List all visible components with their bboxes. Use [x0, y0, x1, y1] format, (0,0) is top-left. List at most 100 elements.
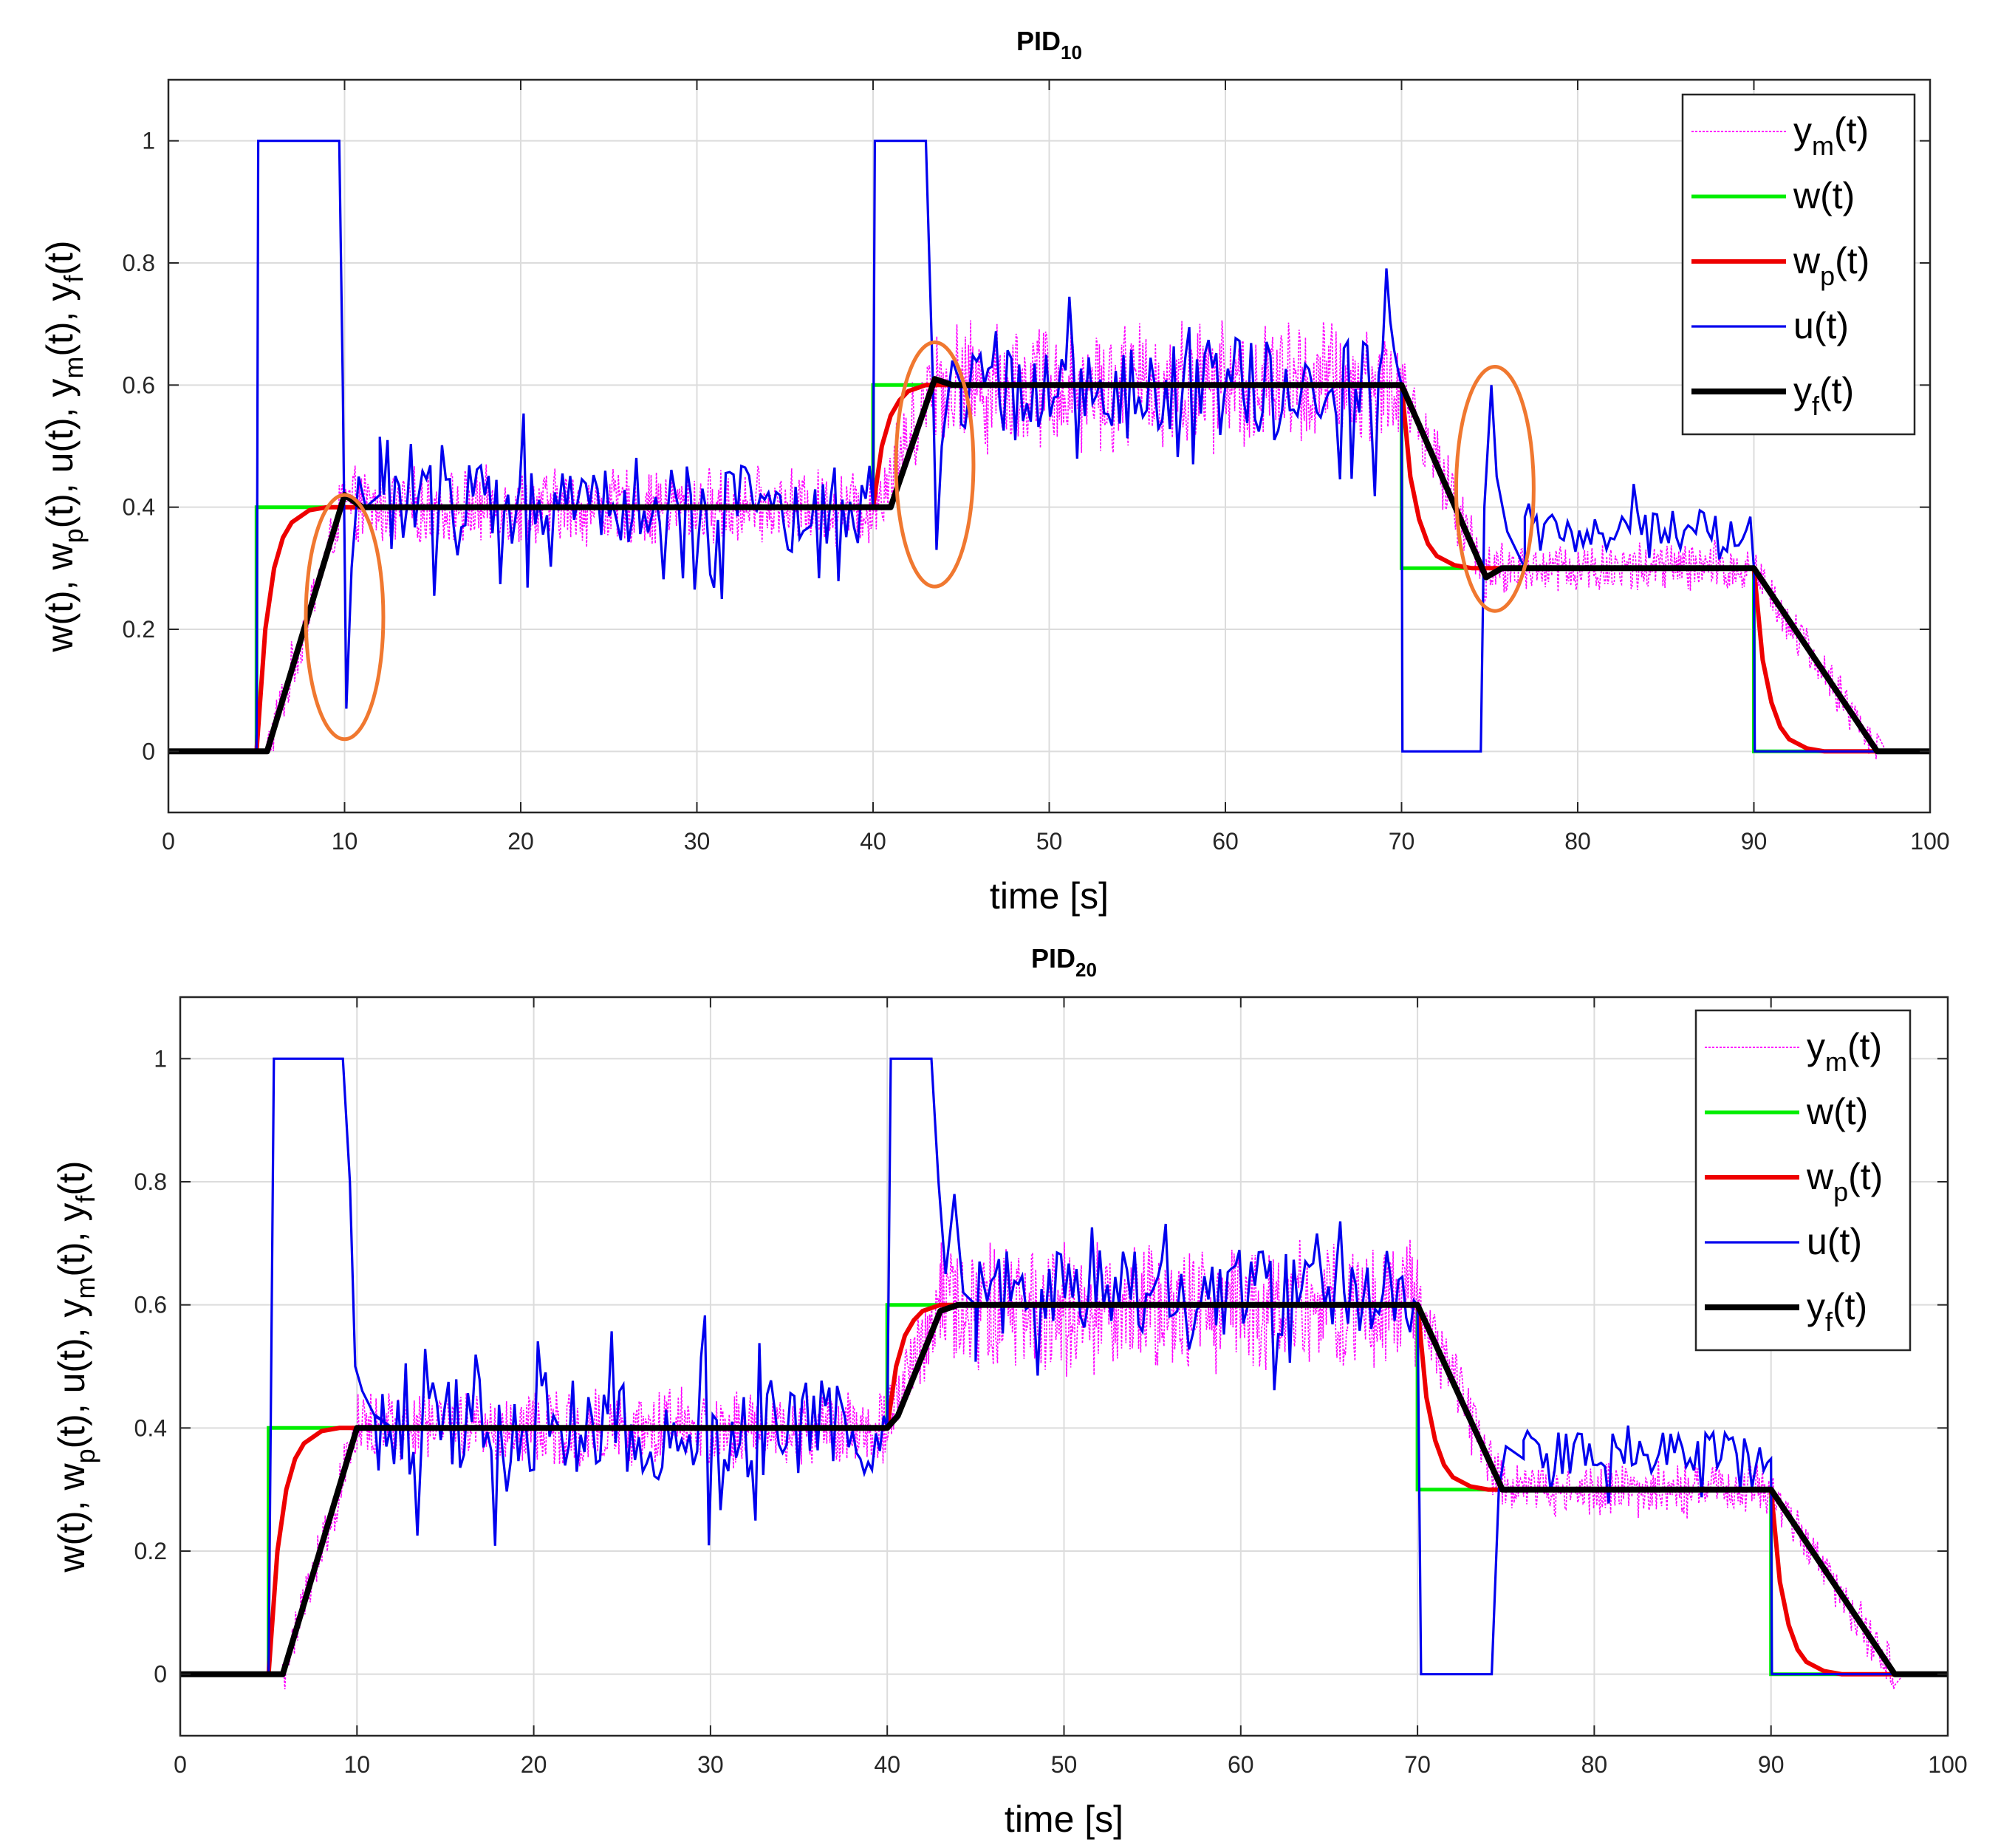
y-tick-label: 0.2 — [134, 1538, 167, 1564]
x-tick-label: 30 — [684, 828, 711, 855]
x-tick-label: 50 — [1036, 828, 1063, 855]
legend: ym(t)w(t)wp(t)u(t)yf(t) — [1681, 93, 1916, 436]
legend-label-u: u(t) — [1807, 1221, 1862, 1262]
chart-title-sub: 10 — [1061, 41, 1082, 64]
chart-1: 0 10 20 30 40 50 60 70 80 90 10000.20.40.60.81PID1… — [39, 26, 1950, 917]
x-tick-label: 30 — [697, 1751, 724, 1778]
x-tick-label: 60 — [1228, 1751, 1254, 1778]
legend-label-sub: m — [1825, 1047, 1847, 1077]
chart-title-sub: 20 — [1075, 959, 1097, 981]
chart-title-main: PID — [1016, 26, 1061, 56]
legend-label-sub: f — [1825, 1307, 1833, 1337]
y-axis-label-part: (t), y — [51, 1203, 92, 1277]
legend-label-main: y — [1793, 110, 1812, 151]
x-tick-label: 70 — [1389, 828, 1415, 855]
legend-label-main: y — [1807, 1026, 1825, 1067]
y-axis-label-sub: m — [70, 1277, 100, 1299]
y-axis-label-part: w(t), w — [51, 1463, 92, 1573]
legend-label-sub: p — [1820, 261, 1835, 291]
legend-label-w: w(t) — [1793, 175, 1855, 216]
y-axis-label-part: (t) — [39, 240, 81, 275]
legend-label-ym: ym(t) — [1793, 110, 1869, 161]
legend-box — [1681, 93, 1916, 436]
x-tick-label: 20 — [507, 828, 534, 855]
chart-2: 0 10 20 30 40 50 60 70 80 90 100 0 0.2 0.4 0.6 0.8 1 PID2… — [51, 943, 1968, 1840]
legend-label-main: w — [1793, 240, 1821, 281]
highlight-ellipse — [1454, 365, 1536, 613]
legend: ym(t)w(t)wp(t)u(t)yf(t) — [1694, 1009, 1912, 1352]
x-axis-label: time [s] — [990, 875, 1109, 917]
legend-label-yf: yf(t) — [1807, 1286, 1867, 1337]
legend-label-tail: (t) — [1834, 110, 1869, 151]
legend-label-tail: (t) — [1819, 370, 1854, 411]
x-tick-label: 10 — [332, 828, 358, 855]
x-tick-label: 80 — [1564, 828, 1591, 855]
y-axis-label: w(t), wp(t), u(t), ym(t), yf(t) — [51, 1160, 100, 1572]
y-tick-label: 0 — [142, 738, 155, 764]
x-tick-label: 90 — [1758, 1751, 1785, 1778]
y-tick-label: 0.8 — [123, 250, 155, 276]
y-tick-label: 0.6 — [134, 1292, 167, 1318]
x-tick-label: 0 — [162, 828, 175, 855]
y-axis-label: w(t), wp(t), u(t), ym(t), yf(t) — [39, 240, 89, 652]
legend-label-main: y — [1793, 370, 1812, 411]
x-axis-label: time [s] — [1005, 1799, 1123, 1840]
y-axis-label-part: w(t), w — [39, 543, 81, 653]
y-axis-label-part: (t) — [51, 1160, 92, 1195]
y-axis-label-sub: p — [58, 528, 89, 543]
y-tick-label: 0.8 — [134, 1168, 167, 1195]
legend-label-yf: yf(t) — [1793, 370, 1854, 421]
highlight-ellipse — [304, 493, 386, 742]
legend-label-wp: wp(t) — [1806, 1156, 1883, 1207]
y-axis-label-sub: p — [70, 1448, 100, 1463]
legend-label-main: y — [1807, 1286, 1825, 1327]
legend-label-sub: p — [1833, 1177, 1848, 1207]
plot-area — [180, 1057, 1948, 1690]
chart-title-main: PID — [1031, 943, 1075, 973]
plot-area — [168, 140, 1930, 759]
legend-label-tail: (t) — [1848, 1156, 1883, 1197]
legend-label-main: w — [1806, 1091, 1834, 1132]
y-axis-label-part: (t), y — [39, 283, 81, 357]
y-tick-label: 1 — [142, 128, 155, 154]
chart-title: PID20 — [1031, 943, 1097, 981]
legend-label-tail: (t) — [1835, 240, 1869, 281]
y-axis-label-sub: f — [70, 1195, 100, 1203]
chart-title: PID10 — [1016, 26, 1082, 64]
y-tick-label: 0.4 — [123, 494, 155, 521]
x-tick-label: 50 — [1051, 1751, 1078, 1778]
x-tick-label: 10 — [344, 1751, 371, 1778]
legend-label-w: w(t) — [1806, 1091, 1868, 1132]
y-tick-label: 0.2 — [123, 616, 155, 643]
legend-label-wp: wp(t) — [1793, 240, 1869, 291]
legend-label-main: u — [1807, 1221, 1827, 1262]
y-tick-label: 1 — [154, 1045, 167, 1072]
y-axis-label-sub: f — [58, 275, 89, 283]
x-tick-label: 80 — [1581, 1751, 1608, 1778]
legend-label-main: w — [1793, 175, 1821, 216]
legend-label-u: u(t) — [1793, 305, 1849, 346]
legend-label-sub: f — [1812, 391, 1820, 421]
x-tick-label: 40 — [874, 1751, 900, 1778]
legend-label-tail: (t) — [1833, 1091, 1868, 1132]
legend-label-tail: (t) — [1833, 1286, 1867, 1327]
x-tick-label: 100 — [1910, 828, 1949, 855]
series-u-line — [168, 140, 1930, 753]
highlight-ellipse — [894, 340, 976, 589]
y-axis-label-part: (t), u(t), y — [39, 379, 81, 529]
x-tick-label: 60 — [1212, 828, 1239, 855]
series-yf-line — [168, 376, 1930, 755]
x-tick-label: 100 — [1928, 1751, 1967, 1778]
x-tick-label: 90 — [1741, 828, 1768, 855]
series-yf-line — [180, 1301, 1948, 1677]
legend-label-tail: (t) — [1827, 1221, 1862, 1262]
legend-box — [1694, 1009, 1912, 1352]
legend-label-main: u — [1793, 305, 1814, 346]
y-tick-label: 0.4 — [134, 1414, 167, 1441]
legend-label-tail: (t) — [1814, 305, 1849, 346]
y-tick-label: 0 — [154, 1661, 167, 1688]
x-tick-label: 0 — [174, 1751, 187, 1778]
x-tick-label: 70 — [1404, 1751, 1431, 1778]
legend-label-sub: m — [1812, 131, 1834, 161]
